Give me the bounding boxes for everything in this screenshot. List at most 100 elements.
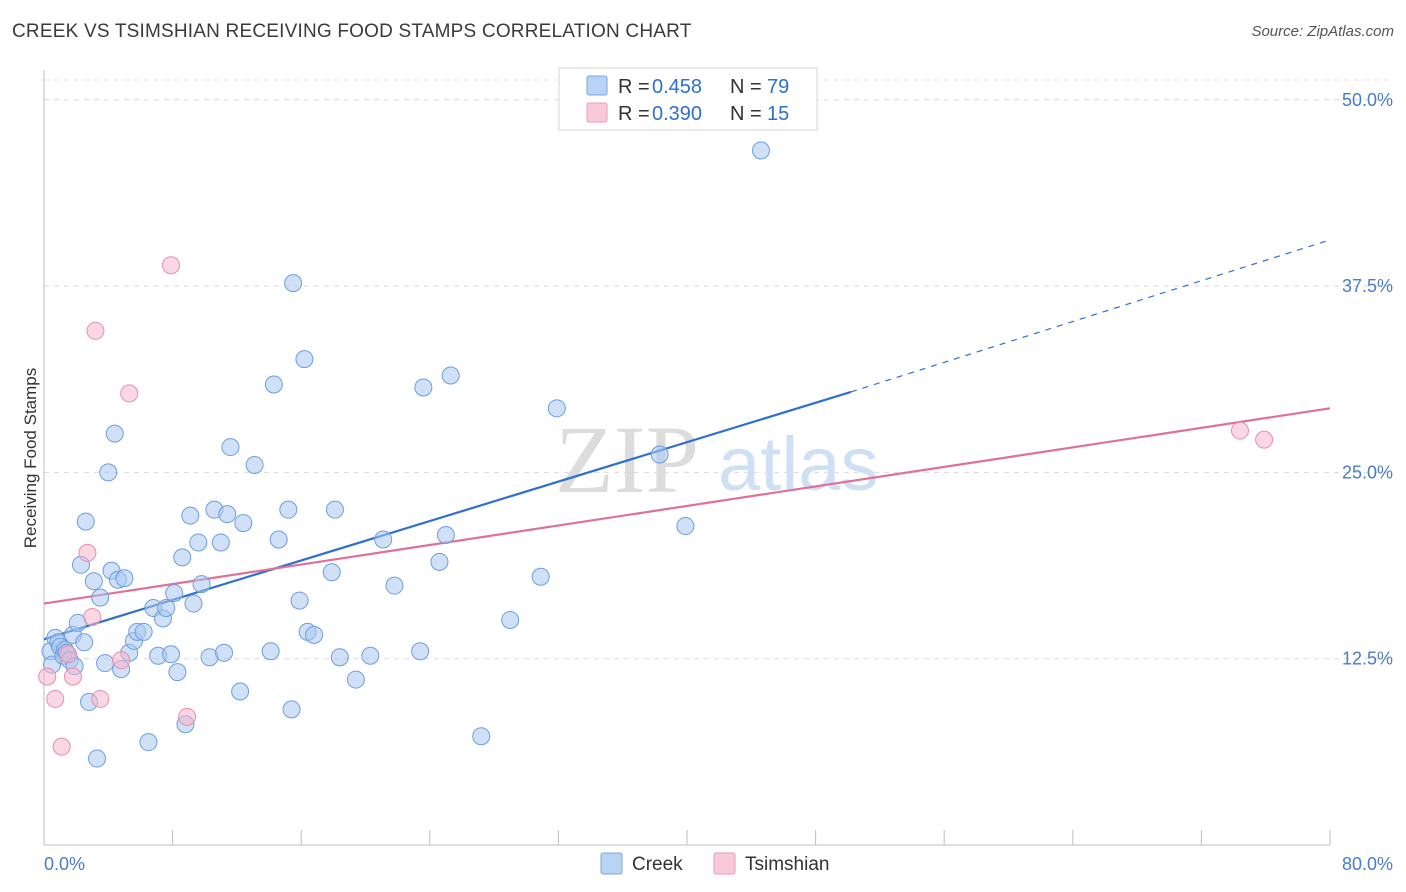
creek-point [411,642,430,661]
legend-creek-r-label: R = [618,76,650,98]
creek-point [269,530,288,549]
creek-point [96,654,115,673]
creek-point [211,533,230,552]
creek-point [361,646,380,665]
tick-labels: 12.5% 25.0% 37.5% 50.0% 0.0% 80.0% [44,90,1393,874]
chart-title: CREEK VS TSIMSHIAN RECEIVING FOOD STAMPS… [12,21,692,42]
tsimshian-point [38,667,57,686]
creek-point [231,682,250,701]
creek-point [181,506,200,525]
legend-creek-r-value: 0.458 [652,76,702,98]
creek-point [168,663,187,682]
creek-point [245,455,264,474]
creek-point [221,438,240,457]
creek-point [436,526,455,544]
creek-point [105,424,124,443]
creek-point [234,514,253,533]
creek-point [173,548,192,567]
creek-point [115,569,134,588]
creek-point [84,572,103,591]
creek-point [430,552,449,571]
y-axis-title: Receiving Food Stamps [21,368,40,548]
creek-point [192,575,211,594]
watermark-atlas: atlas [718,422,879,507]
creek-point [414,378,433,397]
legend-tsimshian-r-value: 0.390 [652,103,702,125]
tsimshian-point [78,543,97,562]
creek-point [279,500,298,519]
creek-point [441,366,460,385]
tsimshian-point [178,707,197,726]
creek-point [472,727,491,746]
tsimshian-point [59,645,78,664]
bottom-legend-creek-swatch [600,852,623,875]
creek-point [88,749,107,768]
creek-point [547,399,566,418]
creek-point [322,563,341,582]
axes [43,70,1331,846]
y-tick-label: 50.0% [1342,90,1393,110]
creek-point [346,670,365,689]
creek-point [165,584,184,603]
tsimshian-point [91,689,110,708]
tsimshian-point [52,737,71,756]
bottom-legend-tsimshian-swatch [713,852,736,875]
source-label: Source: ZipAtlas.com [1251,23,1394,40]
creek-trend-extension [850,239,1331,393]
creek-point [161,645,180,664]
legend-tsimshian-swatch [586,102,608,123]
y-tick-label: 37.5% [1342,276,1393,296]
tsimshian-trend-line [43,407,1331,605]
legend-creek-n-value: 79 [767,76,789,98]
creek-point [374,530,393,549]
creek-point [290,591,309,610]
legend-tsimshian-n-value: 15 [767,103,789,125]
data-points [38,141,1274,768]
creek-point [676,517,695,536]
tsimshian-point [86,321,105,340]
y-tick-label: 12.5% [1342,649,1393,669]
x-tick-label: 0.0% [44,854,85,874]
bottom-legend-creek-label: Creek [632,854,683,875]
creek-point [91,588,110,607]
tsimshian-point [120,384,139,403]
creek-point [531,567,550,586]
creek-point [264,375,283,394]
stats-legend: R = 0.458 N = 79 R = 0.390 N = 15 [558,67,818,131]
legend-tsimshian-n-label: N = [730,103,762,125]
creek-point [385,576,404,595]
tsimshian-point [63,667,82,686]
legend-creek-n-label: N = [730,76,762,98]
creek-point [99,463,118,482]
bottom-legend-tsimshian-label: Tsimshian [745,854,829,875]
creek-point [184,594,203,613]
creek-point [215,643,234,662]
tsimshian-point [1230,421,1249,440]
tsimshian-point [46,689,65,708]
creek-point [325,500,344,519]
creek-point [134,622,153,641]
creek-point [218,505,237,524]
y-tick-label: 25.0% [1342,462,1393,482]
creek-point [330,648,349,667]
tsimshian-point [112,651,131,670]
series-legend: Creek Tsimshian [600,852,829,875]
tsimshian-point [83,607,102,626]
creek-point [76,512,95,531]
creek-point [157,599,176,618]
creek-point [282,700,301,719]
creek-point [284,274,303,293]
watermark: ZIP atlas [555,406,879,513]
creek-point [75,633,94,652]
tsimshian-point [1255,430,1274,449]
x-tick-label: 80.0% [1342,854,1393,874]
creek-point [650,445,669,464]
legend-tsimshian-r-label: R = [618,103,650,125]
creek-point [139,733,158,752]
creek-point [189,533,208,552]
creek-point [751,141,770,160]
creek-point [261,642,280,661]
creek-point [501,610,520,629]
creek-point [305,625,324,644]
